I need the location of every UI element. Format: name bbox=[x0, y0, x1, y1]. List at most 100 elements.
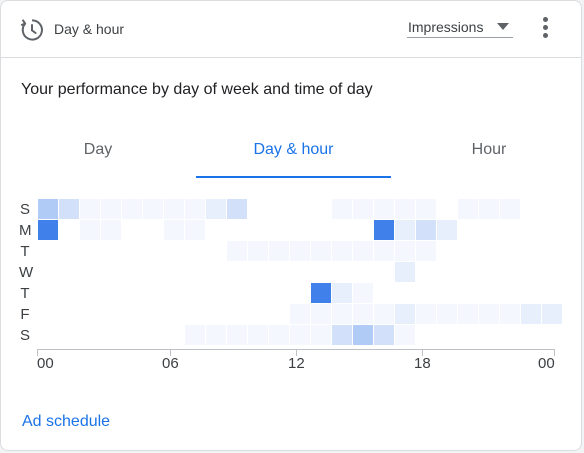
heatmap-cell bbox=[80, 220, 100, 240]
heatmap-cell bbox=[80, 325, 100, 345]
heatmap-cell bbox=[143, 325, 163, 345]
day-label-monday: M bbox=[19, 222, 32, 239]
heatmap-cell bbox=[185, 283, 205, 303]
heatmap-cell bbox=[353, 283, 373, 303]
heatmap-cell bbox=[122, 304, 142, 324]
heatmap-cell bbox=[269, 304, 289, 324]
heatmap-cell bbox=[227, 241, 247, 261]
heatmap-cell bbox=[38, 220, 58, 240]
more-vert-icon[interactable] bbox=[536, 15, 556, 41]
heatmap-cell bbox=[332, 220, 352, 240]
heatmap-cell bbox=[122, 262, 142, 282]
heatmap-cell bbox=[311, 304, 331, 324]
heatmap-cell bbox=[164, 199, 184, 219]
heatmap-cell bbox=[332, 241, 352, 261]
day-label-sunday: S bbox=[19, 201, 30, 218]
heatmap-cell bbox=[479, 199, 499, 219]
heatmap-cell bbox=[248, 262, 268, 282]
x-tick-label: 00 bbox=[538, 355, 555, 372]
tab-hour[interactable]: Hour bbox=[471, 141, 507, 158]
heatmap-cell bbox=[59, 325, 79, 345]
heatmap-cell bbox=[542, 325, 562, 345]
heatmap-cell bbox=[416, 241, 436, 261]
heatmap-cell bbox=[59, 304, 79, 324]
day-label-thursday: T bbox=[20, 285, 30, 302]
heatmap-cell bbox=[416, 325, 436, 345]
heatmap-cell bbox=[290, 241, 310, 261]
heatmap-cell bbox=[458, 262, 478, 282]
heatmap-cell bbox=[353, 199, 373, 219]
heatmap-cell bbox=[395, 220, 415, 240]
heatmap-cell bbox=[521, 325, 541, 345]
heatmap-cell bbox=[374, 283, 394, 303]
heatmap-cell bbox=[185, 199, 205, 219]
heatmap-cell bbox=[479, 262, 499, 282]
heatmap-cell bbox=[227, 220, 247, 240]
heatmap-cell bbox=[185, 220, 205, 240]
heatmap-cell bbox=[542, 220, 562, 240]
heatmap-cell bbox=[269, 220, 289, 240]
heatmap-cell bbox=[458, 325, 478, 345]
heatmap-cell bbox=[542, 283, 562, 303]
heatmap-cell bbox=[227, 304, 247, 324]
card-header: Day & hour Impressions bbox=[1, 1, 581, 58]
heatmap-cell bbox=[395, 325, 415, 345]
heatmap-cell bbox=[521, 241, 541, 261]
heatmap-cell bbox=[353, 241, 373, 261]
heatmap-cell bbox=[38, 283, 58, 303]
tab-day[interactable]: Day bbox=[83, 141, 113, 158]
heatmap-cell bbox=[416, 199, 436, 219]
heatmap-cell bbox=[248, 199, 268, 219]
heatmap-cell bbox=[542, 199, 562, 219]
heatmap-cell bbox=[122, 241, 142, 261]
heatmap-cell bbox=[206, 241, 226, 261]
heatmap-cell bbox=[500, 325, 520, 345]
heatmap-cell bbox=[374, 220, 394, 240]
heatmap-cell bbox=[332, 283, 352, 303]
heatmap-cell bbox=[479, 304, 499, 324]
heatmap-cell bbox=[437, 262, 457, 282]
metric-dropdown-label: Impressions bbox=[408, 19, 484, 35]
tab-day-and-hour[interactable]: Day & hour bbox=[253, 141, 334, 158]
heatmap-cell bbox=[185, 262, 205, 282]
heatmap-cell bbox=[542, 304, 562, 324]
heatmap-cell bbox=[458, 283, 478, 303]
heatmap-cell bbox=[332, 325, 352, 345]
heatmap-cell bbox=[269, 325, 289, 345]
heatmap-cell bbox=[500, 304, 520, 324]
ad-schedule-link[interactable]: Ad schedule bbox=[22, 413, 111, 430]
heatmap-cell bbox=[206, 262, 226, 282]
heatmap-cell bbox=[248, 325, 268, 345]
heatmap-cell bbox=[59, 262, 79, 282]
heatmap-cell bbox=[521, 220, 541, 240]
heatmap-cell bbox=[248, 304, 268, 324]
metric-dropdown[interactable]: Impressions bbox=[407, 18, 513, 38]
heatmap-cell bbox=[101, 283, 121, 303]
heatmap-cell bbox=[143, 199, 163, 219]
heatmap-cell bbox=[59, 220, 79, 240]
heatmap-cell bbox=[437, 325, 457, 345]
heatmap-cell bbox=[479, 325, 499, 345]
heatmap-cell bbox=[479, 241, 499, 261]
heatmap-cell bbox=[290, 262, 310, 282]
heatmap-cell bbox=[185, 325, 205, 345]
x-axis-tick bbox=[170, 349, 171, 356]
heatmap-cell bbox=[290, 325, 310, 345]
heatmap-cell bbox=[101, 241, 121, 261]
heatmap-cell bbox=[206, 283, 226, 303]
heatmap-cell bbox=[269, 262, 289, 282]
heatmap-cell bbox=[143, 262, 163, 282]
heatmap-cell bbox=[521, 304, 541, 324]
heatmap-cell bbox=[227, 262, 247, 282]
heatmap-cell bbox=[38, 304, 58, 324]
x-tick-label: 06 bbox=[162, 355, 179, 372]
x-tick-label: 18 bbox=[414, 355, 431, 372]
heatmap-cell bbox=[143, 220, 163, 240]
heatmap-cell bbox=[479, 220, 499, 240]
heatmap-cell bbox=[395, 304, 415, 324]
heatmap-cell bbox=[80, 199, 100, 219]
heatmap-cell bbox=[311, 262, 331, 282]
heatmap-cell bbox=[164, 325, 184, 345]
heatmap-cell bbox=[38, 199, 58, 219]
heatmap-cell bbox=[206, 199, 226, 219]
